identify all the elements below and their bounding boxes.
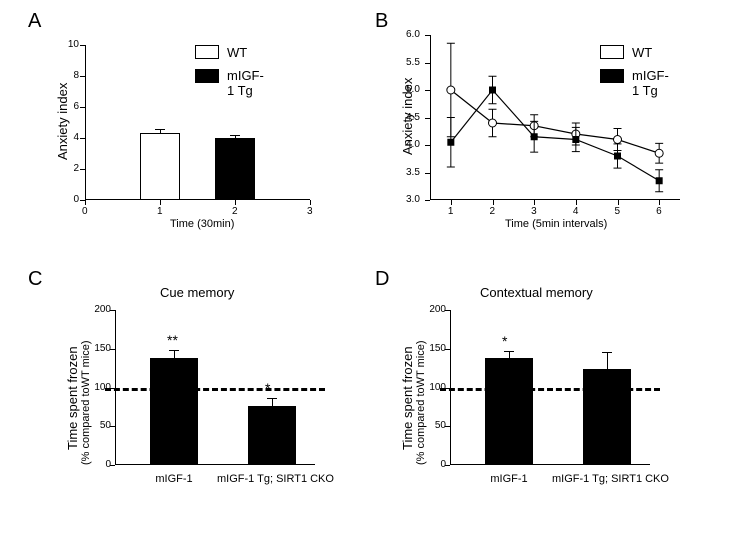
legend-text-migf1: mIGF-1 Tg	[227, 68, 264, 98]
panel-b-xlabel: Time (5min intervals)	[505, 218, 607, 230]
panel-c-bar	[248, 406, 296, 465]
panel-b-xticklabel: 2	[490, 206, 496, 217]
panel-a-bar	[140, 133, 180, 200]
panel-a-xticklabel: 2	[232, 206, 238, 217]
panel-b-ytick	[425, 200, 430, 201]
panel-a-ytick	[80, 76, 85, 77]
panel-a-xtick	[235, 200, 236, 205]
panel-b-xticklabel: 1	[448, 206, 454, 217]
panel-c-err	[272, 398, 273, 406]
panel-a-ytick	[80, 138, 85, 139]
panel-b-xtick	[493, 200, 494, 205]
panel-a-yticklabel: 8	[65, 70, 79, 81]
panel-b-ytick	[425, 63, 430, 64]
panel-a-ytick	[80, 45, 85, 46]
panel-d-sig: *	[502, 333, 507, 349]
panel-b-xticklabel: 5	[615, 206, 621, 217]
panel-b-ytick	[425, 173, 430, 174]
panel-d-bar	[485, 358, 533, 465]
panel-b-xtick	[576, 200, 577, 205]
panel-a-xtick	[160, 200, 161, 205]
legend-swatch-migf1	[195, 69, 219, 83]
panel-d-bar	[583, 369, 631, 465]
panel-a-yticklabel: 6	[65, 101, 79, 112]
panel-a-yticklabel: 0	[65, 194, 79, 205]
legend-text-wt: WT	[227, 45, 247, 60]
panel-b-ytick	[425, 35, 430, 36]
panel-c-yticklabel: 150	[89, 343, 111, 354]
panel-b-lines	[430, 35, 680, 200]
panel-a-xtick	[310, 200, 311, 205]
panel-a-errcap	[155, 129, 165, 130]
figure: A Anxiety index Time (30min) WT mIGF-1 T…	[0, 0, 733, 550]
panel-b-ytick	[425, 145, 430, 146]
panel-a-yticklabel: 2	[65, 163, 79, 174]
panel-b-xtick	[618, 200, 619, 205]
panel-a-label: A	[28, 10, 41, 33]
panel-d-err	[607, 352, 608, 369]
panel-c-errcap	[267, 398, 277, 399]
panel-b-label: B	[375, 10, 388, 33]
panel-b-yticklabel: 3.0	[406, 194, 420, 205]
panel-a-yticklabel: 4	[65, 132, 79, 143]
panel-c-yticklabel: 200	[89, 304, 111, 315]
panel-a-yticklabel: 10	[65, 39, 79, 50]
panel-b-xticklabel: 4	[573, 206, 579, 217]
panel-d-yticklabel: 150	[424, 343, 446, 354]
panel-b-xticklabel: 6	[656, 206, 662, 217]
panel-d-title: Contextual memory	[480, 285, 593, 300]
panel-d-ylabel2: (% compared toWT mice)	[415, 341, 427, 466]
panel-b-ytick	[425, 118, 430, 119]
panel-b-yticklabel: 5.5	[406, 57, 420, 68]
panel-a-xlabel: Time (30min)	[170, 218, 234, 230]
panel-a-xtick	[85, 200, 86, 205]
panel-b-xticklabel: 3	[531, 206, 537, 217]
panel-d-yticklabel: 200	[424, 304, 446, 315]
panel-a-errcap	[230, 135, 240, 136]
panel-b-yticklabel: 4.5	[406, 112, 420, 123]
panel-b-xtick	[534, 200, 535, 205]
panel-d-cat: mIGF-1 Tg; SIRT1 CKO	[552, 473, 662, 485]
panel-c-err	[174, 350, 175, 358]
panel-c-ylabel1: Time spent frozen	[65, 346, 80, 450]
panel-c-ylabel2: (% compared toWT mice)	[80, 341, 92, 466]
panel-c-yticklabel: 0	[89, 459, 111, 470]
panel-d-ylabel1: Time spent frozen	[400, 346, 415, 450]
panel-a-xticklabel: 0	[82, 206, 88, 217]
panel-d-yticklabel: 50	[424, 420, 446, 431]
panel-d-refline	[440, 388, 660, 391]
panel-c-yticklabel: 50	[89, 420, 111, 431]
legend-swatch-wt	[195, 45, 219, 59]
panel-c-refline	[105, 388, 325, 391]
panel-c-title: Cue memory	[160, 285, 234, 300]
panel-c-cat: mIGF-1 Tg; SIRT1 CKO	[217, 473, 327, 485]
panel-d-errcap	[504, 351, 514, 352]
panel-d-cat: mIGF-1	[454, 473, 564, 485]
panel-b-xtick	[659, 200, 660, 205]
panel-a-xticklabel: 3	[307, 206, 313, 217]
panel-a-ytick	[80, 107, 85, 108]
panel-a-xticklabel: 1	[157, 206, 163, 217]
panel-d-err	[509, 351, 510, 358]
panel-b-yticklabel: 5.0	[406, 84, 420, 95]
panel-d-errcap	[602, 352, 612, 353]
panel-b-ytick	[425, 90, 430, 91]
panel-c-errcap	[169, 350, 179, 351]
panel-c-cat: mIGF-1	[119, 473, 229, 485]
panel-b-yticklabel: 3.5	[406, 167, 420, 178]
panel-b-xtick	[451, 200, 452, 205]
panel-c-bar	[150, 358, 198, 465]
panel-c-label: C	[28, 268, 42, 291]
panel-a-ylabel: Anxiety index	[55, 83, 70, 160]
panel-d-yticklabel: 0	[424, 459, 446, 470]
panel-d-label: D	[375, 268, 389, 291]
panel-a-ytick	[80, 169, 85, 170]
panel-b-yticklabel: 6.0	[406, 29, 420, 40]
panel-b-yticklabel: 4.0	[406, 139, 420, 150]
panel-c-sig: **	[167, 332, 178, 348]
panel-a-bar	[215, 138, 255, 200]
